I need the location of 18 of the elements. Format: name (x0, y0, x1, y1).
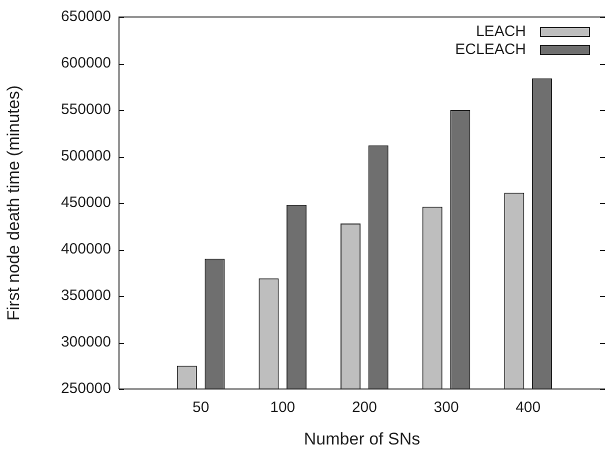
x-tick-label: 50 (192, 399, 210, 416)
y-tick-label: 300000 (60, 334, 111, 351)
x-tick-label: 300 (434, 399, 459, 416)
y-tick-label: 250000 (60, 380, 111, 398)
y-tick-label: 400000 (60, 240, 111, 258)
y-tick-label: 350000 (60, 287, 111, 304)
x-tick-label: 100 (270, 399, 296, 416)
y-tick-label: 450000 (60, 194, 111, 212)
y-tick-label: 500000 (60, 148, 111, 165)
y-tick-label: 650000 (60, 8, 111, 26)
x-axis-title: Number of SNs (304, 429, 420, 448)
legend-label: LEACH (476, 23, 526, 40)
y-tick-label: 600000 (60, 54, 111, 72)
y-tick-label: 550000 (60, 101, 111, 118)
x-tick-label: 400 (516, 399, 541, 416)
x-tick-label: 200 (352, 399, 377, 416)
legend-label: ECLEACH (455, 41, 526, 58)
y-axis-title: First node death time (minutes) (4, 85, 23, 321)
